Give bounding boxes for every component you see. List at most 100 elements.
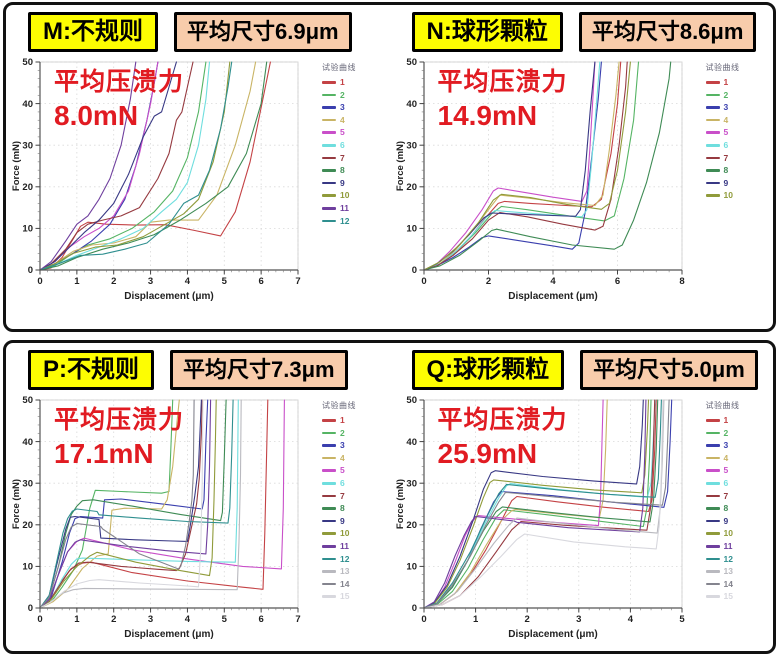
svg-text:30: 30 xyxy=(22,140,33,151)
legend-item-7: 7 xyxy=(705,152,766,165)
curve-series-10 xyxy=(423,61,631,271)
legend-label: 1 xyxy=(340,415,345,426)
legend-item-15: 15 xyxy=(322,590,382,603)
legend-item-2: 2 xyxy=(322,89,382,102)
legend-label: 2 xyxy=(723,427,729,438)
curve-series-8 xyxy=(423,399,658,609)
legend-label: 7 xyxy=(723,490,729,501)
legend-item-1: 1 xyxy=(705,414,766,427)
panel-p: P:不规则 平均尺寸7.3μm 0 1 2 3 4 5 6 7 0 10 20 30 40 50 Displ… xyxy=(6,343,390,651)
chart-row: 0 1 2 3 4 5 6 7 0 10 20 30 40 50 Displacement (μm) Forc… xyxy=(6,54,390,306)
svg-text:8: 8 xyxy=(679,276,684,287)
svg-text:6: 6 xyxy=(614,276,619,287)
legend-item-13: 13 xyxy=(705,565,766,578)
legend-item-11: 11 xyxy=(705,540,766,553)
y-axis-label: Force (mN) xyxy=(11,141,22,191)
legend-swatch xyxy=(705,131,720,134)
svg-text:10: 10 xyxy=(22,224,33,235)
svg-text:4: 4 xyxy=(185,614,191,625)
force-displacement-chart-p: 0 1 2 3 4 5 6 7 0 10 20 30 40 50 Displacement (μm) Forc… xyxy=(10,392,322,644)
force-displacement-chart-n: 0 2 4 6 8 0 10 20 30 40 50 Displacement (μm) Force (… xyxy=(394,54,706,306)
svg-text:0: 0 xyxy=(37,276,42,287)
legend-swatch xyxy=(322,131,336,134)
legend-label: 2 xyxy=(723,89,729,100)
x-axis-label: Displacement (μm) xyxy=(124,629,213,640)
legend-item-10: 10 xyxy=(705,527,766,540)
svg-text:20: 20 xyxy=(22,182,33,193)
panel-n: N:球形颗粒 平均尺寸8.6μm 0 2 4 6 8 0 10 20 30 40 50 Displac… xyxy=(390,5,774,329)
legend-label: 15 xyxy=(723,591,733,602)
legend-label: 9 xyxy=(723,177,729,188)
avg-size-badge: 平均尺寸7.3μm xyxy=(170,350,348,390)
legend-item-12: 12 xyxy=(322,553,382,566)
svg-text:40: 40 xyxy=(22,437,33,448)
svg-text:3: 3 xyxy=(576,614,581,625)
legend-label: 7 xyxy=(340,152,345,163)
legend-title: 试验曲线 xyxy=(322,401,356,410)
svg-text:6: 6 xyxy=(258,276,263,287)
curve-series-5 xyxy=(423,399,604,609)
svg-text:40: 40 xyxy=(22,99,33,110)
legend-label: 9 xyxy=(340,177,345,188)
legend-item-15: 15 xyxy=(705,590,766,603)
curve-series-2 xyxy=(423,399,652,609)
legend-swatch xyxy=(705,456,720,460)
legend-title: 试验曲线 xyxy=(705,401,740,410)
curve-series-14 xyxy=(40,399,195,609)
legend-swatch xyxy=(705,494,720,498)
avg-size-badge: 平均尺寸5.0μm xyxy=(580,350,758,390)
legend-label: 2 xyxy=(340,89,345,100)
x-axis-label: Displacement (μm) xyxy=(508,291,597,302)
legend-label: 2 xyxy=(340,427,345,438)
legend-item-10: 10 xyxy=(705,189,766,202)
svg-text:30: 30 xyxy=(406,478,417,489)
legend-swatch xyxy=(705,481,720,485)
legend-label: 4 xyxy=(723,114,729,125)
svg-text:20: 20 xyxy=(406,182,417,193)
panel-q-header: Q:球形颗粒 平均尺寸5.0μm xyxy=(411,350,774,390)
legend-swatch xyxy=(705,194,720,197)
legend-label: 9 xyxy=(340,515,345,526)
svg-text:30: 30 xyxy=(22,478,33,489)
legend-item-10: 10 xyxy=(322,527,382,540)
curve-series-7 xyxy=(423,61,628,271)
chart-svg: 0 1 2 3 4 5 6 7 0 10 20 30 40 50 Displacement (μm) Forc… xyxy=(11,57,301,302)
legend-label: 1 xyxy=(723,77,729,88)
curve-series-11 xyxy=(40,61,137,271)
avg-size-badge: 平均尺寸6.9μm xyxy=(173,12,352,52)
legend-swatch xyxy=(322,118,336,122)
svg-text:10: 10 xyxy=(406,224,417,235)
curve-series-6 xyxy=(423,61,600,271)
panel-group-top: M:不规则 平均尺寸6.9μm 0 1 2 3 4 5 6 7 0 10 20 30 40 50 Displ… xyxy=(3,2,776,332)
x-axis-label: Displacement (μm) xyxy=(124,291,213,302)
legend-item-11: 11 xyxy=(322,540,382,553)
legend-label: 9 xyxy=(723,515,729,526)
chart-svg: 0 1 2 3 4 5 6 7 0 10 20 30 40 50 Displacement (μm) Forc… xyxy=(11,395,301,640)
legend-swatch xyxy=(322,169,336,172)
curve-series-9 xyxy=(423,399,644,609)
svg-text:40: 40 xyxy=(406,99,417,110)
svg-text:0: 0 xyxy=(28,603,33,614)
legend-item-7: 7 xyxy=(322,152,382,165)
legend-item-13: 13 xyxy=(322,565,382,578)
curve-series-5 xyxy=(423,61,595,271)
legend-label: 10 xyxy=(340,528,350,539)
legend-swatch xyxy=(322,219,336,223)
svg-text:2: 2 xyxy=(485,276,490,287)
svg-text:1: 1 xyxy=(74,276,80,287)
svg-text:0: 0 xyxy=(421,614,426,625)
legend-label: 6 xyxy=(340,140,345,151)
force-displacement-chart-m: 0 1 2 3 4 5 6 7 0 10 20 30 40 50 Displacement (μm) Forc… xyxy=(10,54,322,306)
legend-swatch xyxy=(705,519,720,523)
legend-item-8: 8 xyxy=(705,164,766,177)
legend-item-7: 7 xyxy=(322,490,382,503)
legend-item-6: 6 xyxy=(322,139,382,152)
legend-item-3: 3 xyxy=(322,101,382,114)
svg-text:0: 0 xyxy=(28,265,33,276)
legend-item-14: 14 xyxy=(322,578,382,591)
legend-swatch xyxy=(705,595,720,598)
legend-swatch xyxy=(322,469,336,472)
legend-label: 11 xyxy=(723,540,733,551)
panel-group-bottom: P:不规则 平均尺寸7.3μm 0 1 2 3 4 5 6 7 0 10 20 30 40 50 Displ… xyxy=(3,340,776,654)
